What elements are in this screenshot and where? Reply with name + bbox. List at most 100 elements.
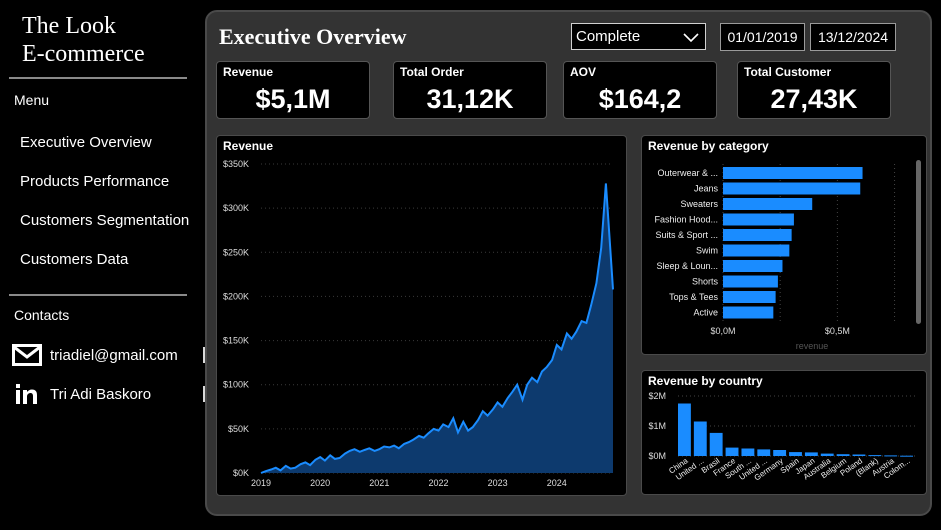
menu-heading: Menu — [14, 92, 50, 108]
revenue-area-chart: $0K $50K $100K $150K $200K $250K $300K $350K 201… — [223, 159, 614, 488]
y-tick-label: $0K — [233, 468, 249, 478]
kpi-label: Revenue — [223, 65, 274, 79]
email-contact[interactable]: triadiel@gmail.com — [12, 343, 178, 367]
country-bar — [741, 448, 755, 456]
scrollbar — [916, 160, 921, 324]
kpi-revenue: Revenue $5,1M — [216, 61, 370, 119]
kpi-label: AOV — [570, 65, 597, 79]
y-tick-label: $300K — [223, 203, 249, 213]
start-date-input[interactable]: 01/01/2019 — [720, 23, 805, 51]
chart-title: Revenue by country — [648, 374, 763, 388]
category-label: Suits & Sport ... — [655, 230, 718, 240]
category-label: Active — [693, 308, 718, 318]
x-tick-label: 2022 — [428, 478, 448, 488]
category-label: Jeans — [694, 184, 719, 194]
end-date-input[interactable]: 13/12/2024 — [810, 23, 896, 51]
category-label: Sleep & Loun... — [656, 261, 718, 271]
kpi-value: 31,12K — [426, 84, 514, 114]
kpi-value: $5,1M — [255, 84, 331, 114]
category-bar — [723, 213, 794, 226]
y-tick-label: $150K — [223, 336, 249, 346]
country-bar — [678, 403, 691, 456]
y-tick-label: $0M — [648, 451, 666, 461]
x-tick-label: 2023 — [488, 478, 508, 488]
chart-title: Revenue by category — [648, 139, 769, 153]
chevron-down-icon — [683, 33, 699, 43]
y-tick-label: $100K — [223, 380, 249, 390]
category-bar — [723, 244, 790, 257]
y-tick-label: $350K — [223, 159, 249, 169]
revenue-chart-card: Revenue $0K $50K $100K $150K $200K $250K $300K… — [216, 135, 627, 496]
linkedin-text: Tri Adi Baskoro — [50, 385, 152, 403]
brand-logo: The Look E-commerce — [22, 12, 145, 68]
envelope-icon — [12, 344, 42, 366]
linkedin-icon — [12, 383, 42, 405]
country-bar — [836, 454, 850, 456]
category-bar — [723, 229, 792, 241]
country-bar — [789, 452, 802, 456]
x-tick-label: 2021 — [369, 478, 389, 488]
country-bar — [804, 452, 818, 456]
linkedin-contact[interactable]: Tri Adi Baskoro — [12, 382, 151, 406]
country-bar — [884, 455, 898, 457]
kpi-label: Total Customer — [744, 65, 832, 79]
kpi-total-order: Total Order 31,12K — [393, 61, 547, 119]
country-bar — [852, 454, 866, 456]
country-bar — [773, 450, 787, 456]
category-bar — [723, 306, 774, 319]
country-bar — [693, 421, 707, 456]
category-bar — [723, 291, 776, 303]
kpi-aov: AOV $164,2 — [563, 61, 717, 119]
category-bar — [723, 260, 783, 272]
category-bar-chart: Outerwear & ... Jeans Sweaters Fashion Hood… — [654, 160, 921, 351]
status-filter-value: Complete — [576, 28, 641, 45]
country-bar — [709, 432, 723, 456]
revenue-line — [260, 183, 614, 474]
country-bar — [820, 453, 834, 456]
divider — [9, 294, 187, 296]
category-bar — [723, 198, 813, 210]
kpi-label: Total Order — [400, 65, 464, 79]
nav-customers-data[interactable]: Customers Data — [20, 251, 129, 268]
contacts-heading: Contacts — [14, 307, 70, 323]
main-panel: Executive Overview Complete 01/01/2019 1… — [205, 10, 932, 516]
sidebar: The Look E-commerce Menu Executive Overv… — [0, 0, 200, 530]
email-text: triadiel@gmail.com — [50, 346, 178, 364]
nav-products-performance[interactable]: Products Performance — [20, 173, 170, 190]
category-bar — [723, 182, 861, 195]
country-bar — [900, 455, 913, 457]
page-title: Executive Overview — [219, 24, 407, 49]
x-tick-label: 2020 — [310, 478, 330, 488]
category-label: Fashion Hood... — [654, 215, 718, 225]
nav-executive-overview[interactable]: Executive Overview — [20, 134, 152, 151]
category-label: Swim — [696, 246, 718, 256]
y-tick-label: $200K — [223, 291, 249, 301]
y-tick-label: $250K — [223, 247, 249, 257]
chart-title: Revenue — [223, 139, 274, 153]
x-tick-label: $0,5M — [825, 326, 850, 336]
country-bar — [757, 449, 771, 456]
y-tick-label: $2M — [648, 391, 666, 401]
kpi-total-customer: Total Customer 27,43K — [737, 61, 891, 119]
divider — [9, 77, 187, 79]
country-bar — [868, 455, 882, 457]
nav-customers-segmentation[interactable]: Customers Segmentation — [20, 212, 190, 229]
category-bar — [723, 275, 778, 288]
status-filter-dropdown[interactable]: Complete — [571, 23, 706, 50]
category-bar — [723, 167, 863, 179]
brand-line-2: E-commerce — [22, 41, 145, 67]
category-label: Tops & Tees — [669, 292, 718, 302]
category-chart-card: Revenue by category Outerwear & ... Jeans… — [641, 135, 927, 355]
y-tick-label: $1M — [648, 421, 666, 431]
x-tick-label: 2019 — [251, 478, 271, 488]
x-tick-label: $0,0M — [710, 326, 735, 336]
x-tick-label: 2024 — [547, 478, 567, 488]
kpi-value: 27,43K — [770, 84, 858, 114]
kpi-value: $164,2 — [598, 84, 682, 114]
brand-line-1: The Look — [22, 13, 116, 39]
y-tick-label: $50K — [228, 424, 249, 434]
x-axis-label: revenue — [796, 341, 829, 351]
country-bar — [725, 447, 739, 456]
category-label: Shorts — [692, 277, 719, 287]
